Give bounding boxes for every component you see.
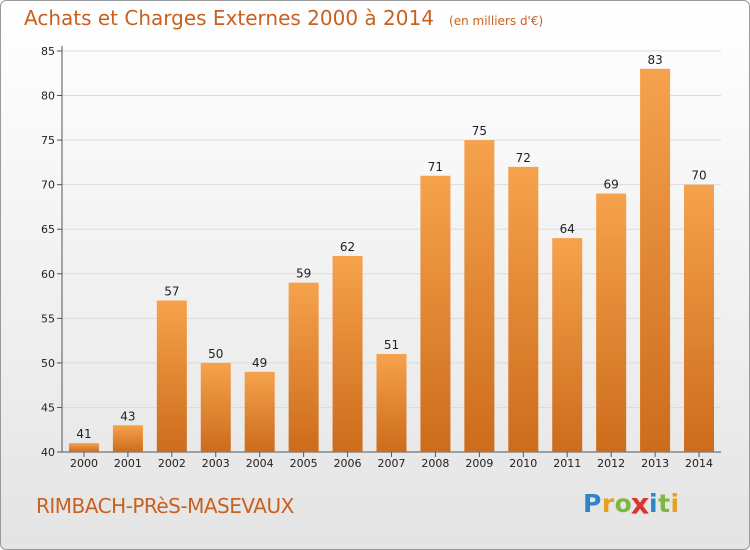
bar <box>112 425 143 452</box>
x-tick-label: 2010 <box>509 457 537 470</box>
axes: 40 45 50 55 60 65 70 75 80 85 2000 2001 2002 2003 2004… <box>41 45 721 470</box>
bar <box>464 140 495 452</box>
y-tick-label: 40 <box>41 446 55 459</box>
bar <box>332 255 363 452</box>
bar <box>288 282 319 452</box>
data-label: 43 <box>120 409 135 423</box>
data-label: 62 <box>340 240 355 254</box>
place-name: RIMBACH-PRèS-MASEVAUX <box>36 494 294 518</box>
x-tick-label: 2014 <box>685 457 713 470</box>
data-label: 41 <box>76 427 91 441</box>
y-tick-label: 80 <box>41 90 55 103</box>
bars <box>68 68 715 453</box>
bar <box>552 238 583 452</box>
proxiti-logo[interactable]: Proxiti <box>583 486 680 521</box>
bar <box>244 371 275 452</box>
x-tick-label: 2003 <box>202 457 230 470</box>
bar <box>508 166 539 452</box>
data-label: 70 <box>691 169 706 183</box>
data-label: 59 <box>296 267 311 281</box>
bar <box>596 193 627 453</box>
y-tick-label: 55 <box>41 312 55 325</box>
y-tick-label: 50 <box>41 357 55 370</box>
y-tick-label: 75 <box>41 134 55 147</box>
y-tick-label: 70 <box>41 179 55 192</box>
logo-letter: t <box>658 489 671 518</box>
x-tick-label: 2011 <box>553 457 581 470</box>
data-label: 49 <box>252 356 267 370</box>
logo-letter: i <box>649 489 659 518</box>
data-label: 57 <box>164 285 179 299</box>
bar <box>200 362 231 452</box>
y-tick-label: 60 <box>41 268 55 281</box>
y-tick-label: 65 <box>41 223 55 236</box>
bar <box>420 175 451 452</box>
data-label: 75 <box>472 124 487 138</box>
x-tick-label: 2006 <box>334 457 362 470</box>
data-label: 64 <box>560 222 575 236</box>
x-tick-label: 2008 <box>421 457 449 470</box>
logo-letter: i <box>670 489 680 518</box>
y-tick-label: 45 <box>41 401 55 414</box>
logo-letter: P <box>583 489 602 518</box>
title-row: Achats et Charges Externes 2000 à 2014 (… <box>24 6 543 30</box>
data-label: 51 <box>384 338 399 352</box>
data-label: 72 <box>516 151 531 165</box>
data-label: 71 <box>428 160 443 174</box>
y-tick-label: 85 <box>41 45 55 58</box>
bar <box>640 68 671 453</box>
x-tick-label: 2002 <box>158 457 186 470</box>
data-label: 83 <box>647 53 662 67</box>
chart-title: Achats et Charges Externes 2000 à 2014 <box>24 6 434 30</box>
bar <box>68 443 99 452</box>
logo-letter: r <box>601 489 615 518</box>
logo-letter: o <box>614 489 633 518</box>
unit-note: (en milliers d'€) <box>449 14 544 28</box>
x-tick-label: 2001 <box>114 457 142 470</box>
x-tick-label: 2012 <box>597 457 625 470</box>
x-tick-label: 2009 <box>465 457 493 470</box>
x-tick-label: 2007 <box>378 457 406 470</box>
data-label: 69 <box>604 178 619 192</box>
x-tick-label: 2004 <box>246 457 274 470</box>
x-tick-label: 2005 <box>290 457 318 470</box>
x-tick-label: 2000 <box>70 457 98 470</box>
data-labels: 41 43 57 50 49 59 62 51 71 75 72 64 69 83 70 <box>76 53 706 441</box>
bar <box>376 353 407 452</box>
data-label: 50 <box>208 347 223 361</box>
bar <box>156 300 187 452</box>
bar <box>684 184 715 452</box>
logo-letter: x <box>631 486 651 521</box>
x-tick-label: 2013 <box>641 457 669 470</box>
